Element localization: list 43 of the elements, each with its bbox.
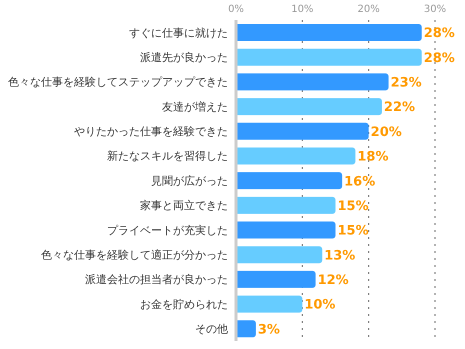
data-label: 10%: [304, 298, 336, 313]
bar: [236, 147, 356, 164]
y-tick-label: 新たなスキルを習得した: [107, 150, 228, 163]
data-label: 28%: [424, 26, 455, 42]
bar: [236, 270, 316, 288]
data-label: 15%: [338, 198, 369, 214]
bar: [236, 222, 336, 239]
data-label: 13%: [324, 248, 356, 264]
data-label: 23%: [390, 76, 422, 90]
y-tick-label: やりたかった仕事を経験できた: [74, 125, 228, 138]
y-tick-label: 友達が増えた: [162, 100, 228, 114]
bar: [236, 320, 256, 338]
data-label: 12%: [318, 273, 349, 288]
data-label: 22%: [384, 100, 416, 116]
bar: [236, 98, 382, 116]
x-tick-label: 20%: [358, 4, 380, 15]
x-tick-label: 0%: [228, 4, 244, 15]
y-tick-label: 色々な仕事を経験して適正が分かった: [41, 248, 228, 262]
bar: [236, 48, 422, 66]
y-tick-label: すぐに仕事に就けた: [129, 26, 228, 40]
data-label: 15%: [338, 224, 369, 239]
data-label: 18%: [357, 150, 389, 165]
data-label: 16%: [344, 174, 376, 190]
bar: [236, 24, 422, 41]
y-tick-label: 派遣先が良かった: [140, 50, 228, 64]
y-tick-label: お金を貯められた: [140, 298, 228, 311]
y-tick-label: 派遣会社の担当者が良かった: [85, 273, 228, 286]
bar: [236, 296, 302, 313]
data-label: 28%: [424, 50, 455, 66]
bar: [236, 196, 336, 214]
bar: [236, 246, 322, 264]
bar: [236, 122, 369, 140]
x-tick-label: 30%: [424, 4, 446, 15]
y-tick-label: 色々な仕事を経験してステップアップできた: [8, 76, 228, 89]
y-tick-label: その他: [195, 322, 228, 336]
data-label: 3%: [258, 322, 280, 338]
y-tick-label: プライベートが充実した: [107, 224, 228, 237]
bar: [236, 73, 389, 90]
data-label: 20%: [370, 124, 402, 140]
x-tick-label: 10%: [291, 4, 314, 15]
y-tick-label: 見聞が広がった: [151, 174, 228, 188]
bar: [236, 172, 342, 190]
y-tick-label: 家事と両立できた: [140, 199, 228, 212]
